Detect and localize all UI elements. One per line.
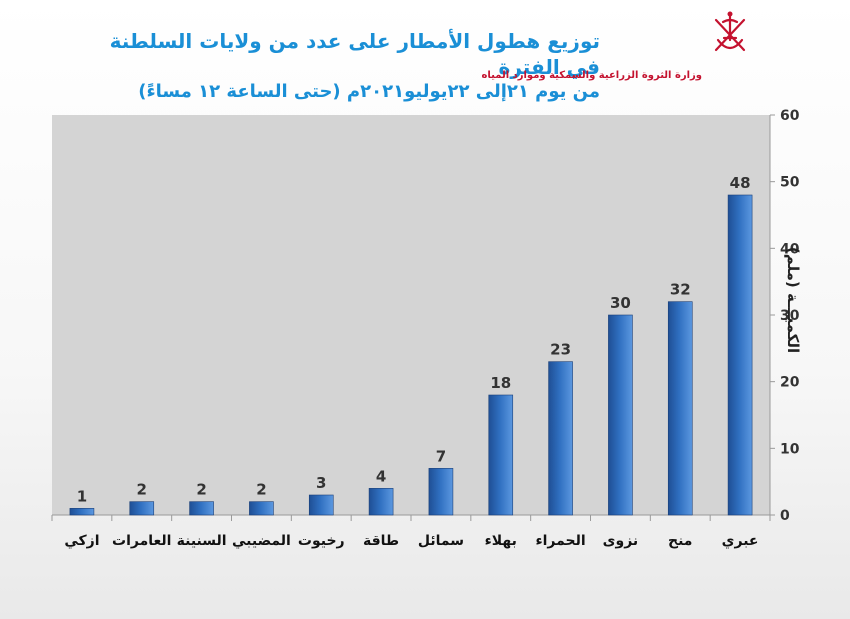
x-tick-label: ازكي bbox=[64, 533, 99, 549]
y-tick-label: 40 bbox=[780, 241, 800, 257]
bar bbox=[368, 488, 394, 516]
data-label: 7 bbox=[436, 447, 446, 465]
title-line-2: من يوم ٢١إلى ٢٢يوليو٢٠٢١م (حتى الساعة ١٢… bbox=[138, 81, 600, 102]
bar bbox=[69, 508, 95, 516]
x-tick-label: المضيبي bbox=[232, 533, 291, 549]
y-tick-label: 50 bbox=[780, 175, 800, 191]
y-tick-label: 10 bbox=[780, 441, 800, 457]
plot-area bbox=[52, 115, 770, 515]
y-tick-label: 60 bbox=[780, 108, 800, 124]
bar bbox=[727, 194, 753, 516]
data-label: 2 bbox=[137, 481, 147, 499]
data-label: 3 bbox=[316, 474, 326, 492]
data-label: 1 bbox=[77, 487, 87, 505]
x-tick-label: العامرات bbox=[112, 533, 171, 549]
bar bbox=[308, 494, 334, 516]
bar bbox=[249, 501, 274, 516]
labels: 1 ازكي 2 العامرات 2 السنينة 2 المضيبي 3 رخيوت 4 طاق… bbox=[64, 174, 758, 550]
data-label: 30 bbox=[610, 294, 631, 312]
data-label: 18 bbox=[490, 374, 511, 392]
y-tick-label: 0 bbox=[780, 508, 790, 524]
bar bbox=[129, 501, 155, 516]
data-label: 23 bbox=[550, 341, 571, 359]
y-tick-label: 20 bbox=[780, 375, 800, 391]
data-label: 48 bbox=[730, 174, 751, 192]
bar bbox=[667, 301, 693, 516]
chart-title: توزيع هطول الأمطار على عدد من ولايات الس… bbox=[100, 28, 600, 104]
x-tick-label: نزوى bbox=[603, 533, 639, 549]
title-line-1: توزيع هطول الأمطار على عدد من ولايات الس… bbox=[109, 29, 600, 79]
data-label: 2 bbox=[196, 481, 206, 499]
x-tick-label: منح bbox=[668, 533, 692, 549]
x-tick-label: سمائل bbox=[418, 533, 464, 549]
ministry-name: وزارة الثروة الزراعية والسمكية وموارد ال… bbox=[481, 70, 703, 81]
data-label: 32 bbox=[670, 281, 691, 299]
x-tick-label: طاقة bbox=[363, 533, 399, 549]
bar bbox=[189, 501, 214, 516]
y-tick-label: 30 bbox=[780, 308, 800, 324]
data-label: 2 bbox=[256, 481, 266, 499]
data-label: 4 bbox=[376, 467, 386, 485]
x-tick-label: السنينة bbox=[177, 533, 227, 549]
y-axis-label: الكميـــة (ملم) bbox=[784, 246, 802, 354]
bar bbox=[428, 468, 454, 516]
bar bbox=[608, 314, 633, 516]
bar bbox=[488, 394, 514, 516]
x-tick-label: رخيوت bbox=[298, 533, 345, 549]
x-tick-label: الحمراء bbox=[535, 533, 585, 549]
ministry-emblem-icon bbox=[670, 10, 790, 66]
x-tick-label: عبري bbox=[722, 533, 759, 550]
bar bbox=[548, 361, 573, 516]
bars bbox=[69, 194, 753, 516]
x-tick-label: بهلاء bbox=[485, 533, 517, 549]
axes: 0 10 20 30 40 50 60 bbox=[51, 108, 800, 524]
